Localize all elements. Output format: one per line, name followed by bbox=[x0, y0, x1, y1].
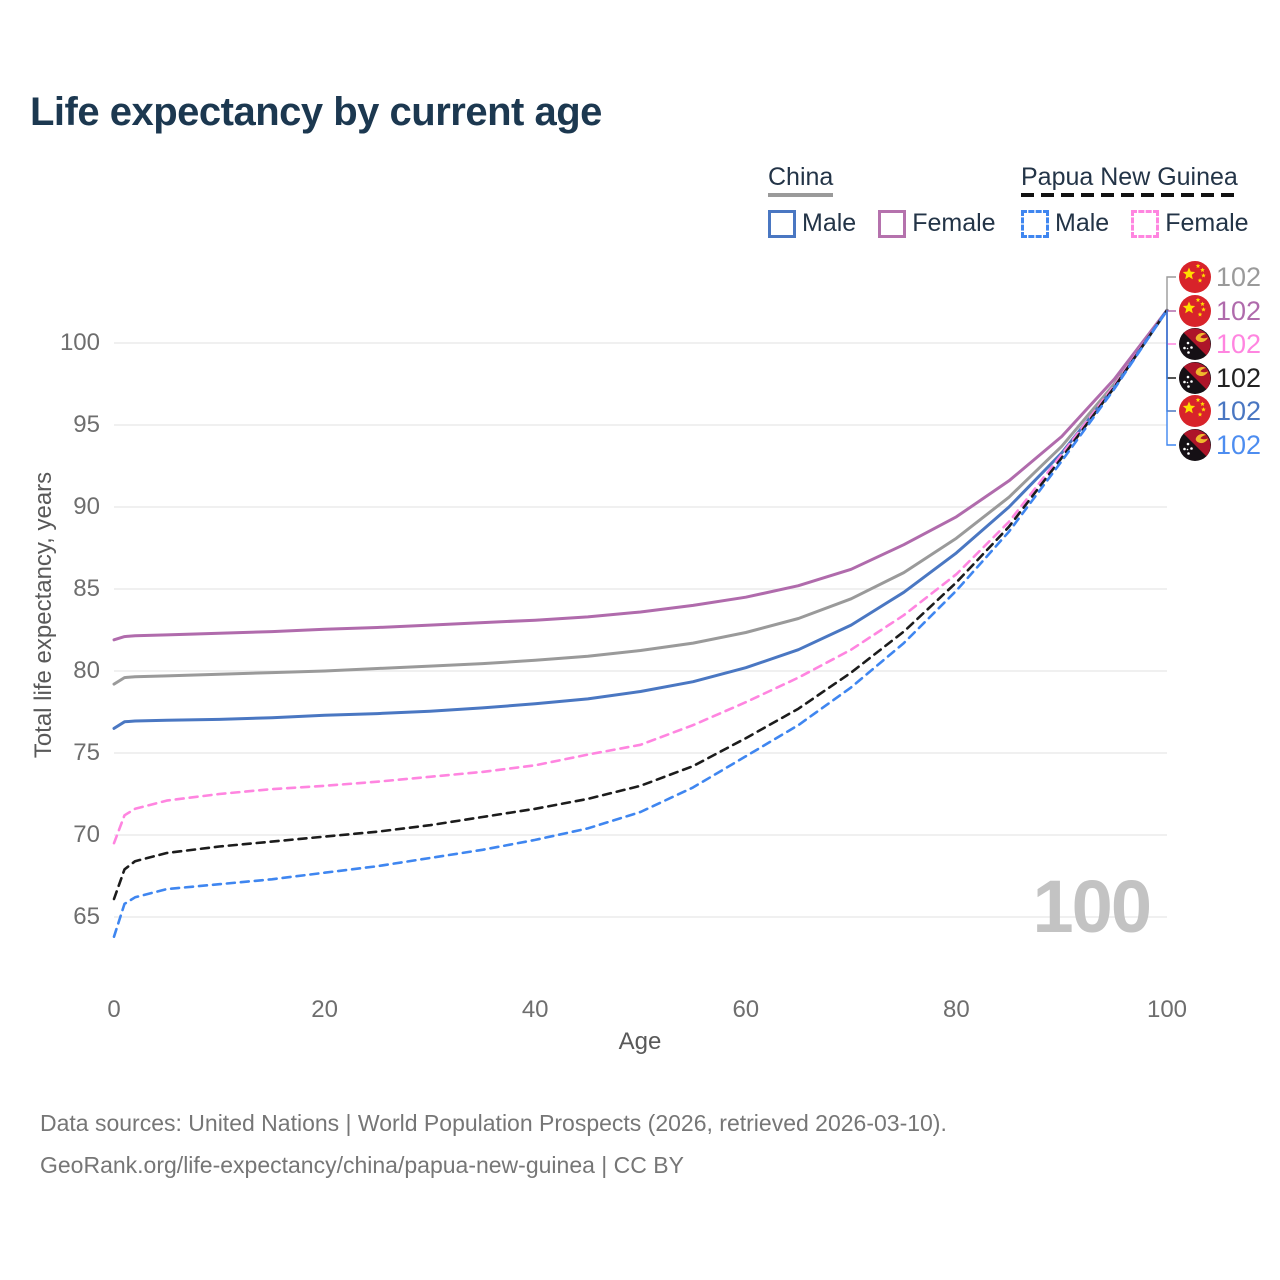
legend-label-png-female[interactable]: Female bbox=[1165, 209, 1249, 237]
x-tick-label: 40 bbox=[521, 996, 549, 1023]
papua-new-guinea-flag-icon bbox=[1179, 362, 1211, 394]
legend-png-dashed-line-sample bbox=[1021, 193, 1238, 197]
china-flag-icon bbox=[1179, 295, 1211, 327]
end-label-leader-line bbox=[1166, 310, 1176, 312]
series-line-papua-new-guinea-female[interactable] bbox=[112, 308, 1169, 845]
legend-swatch-china-male[interactable] bbox=[768, 209, 796, 238]
y-tick-label: 100 bbox=[59, 329, 100, 356]
footer-data-sources: Data sources: United Nations | World Pop… bbox=[40, 1110, 947, 1136]
y-tick-label: 70 bbox=[73, 821, 100, 848]
y-tick-label: 85 bbox=[73, 575, 100, 602]
legend-label-china-female[interactable]: Female bbox=[912, 209, 996, 237]
legend-china-solid-line-sample bbox=[768, 193, 834, 197]
page-title: Life expectancy by current age bbox=[30, 90, 602, 134]
end-value-label-papua-new-guinea-female[interactable]: 102 bbox=[1216, 329, 1261, 359]
series-line-china-total[interactable] bbox=[112, 308, 1169, 686]
legend-png-title: Papua New Guinea bbox=[1021, 163, 1238, 191]
legend-china-header: China bbox=[768, 163, 834, 200]
x-axis-title: Age bbox=[618, 1028, 662, 1055]
y-tick-label: 75 bbox=[73, 739, 100, 766]
y-tick-label: 80 bbox=[73, 657, 100, 684]
x-tick-label: 0 bbox=[107, 996, 121, 1023]
series-line-papua-new-guinea-male[interactable] bbox=[112, 308, 1169, 939]
papua-new-guinea-flag-icon bbox=[1179, 429, 1211, 461]
age-counter-watermark: 100 bbox=[1032, 865, 1152, 948]
end-value-label-papua-new-guinea-total[interactable]: 102 bbox=[1216, 363, 1261, 393]
legend-swatch-png-male[interactable] bbox=[1021, 209, 1049, 238]
y-axis-title: Total life expectancy, years bbox=[30, 471, 57, 759]
series-line-china-female[interactable] bbox=[112, 308, 1169, 642]
end-label-leader-line bbox=[1166, 276, 1176, 311]
china-flag-icon bbox=[1179, 395, 1211, 427]
series-line-china-male[interactable] bbox=[112, 308, 1169, 730]
legend-label-png-male[interactable]: Male bbox=[1055, 209, 1110, 237]
legend-png-header: Papua New Guinea bbox=[1021, 163, 1238, 200]
end-value-label-china-male[interactable]: 102 bbox=[1216, 396, 1261, 426]
legend-china-title: China bbox=[768, 163, 834, 191]
x-tick-label: 100 bbox=[1146, 996, 1188, 1023]
y-tick-label: 95 bbox=[73, 411, 100, 438]
china-flag-icon bbox=[1179, 261, 1211, 293]
legend-group-png: Papua New Guinea Male Female bbox=[1021, 163, 1265, 238]
legend-swatch-png-female[interactable] bbox=[1131, 209, 1160, 238]
legend-group-china: China Male Female bbox=[768, 163, 1012, 238]
end-value-label-papua-new-guinea-male[interactable]: 102 bbox=[1216, 430, 1261, 460]
end-label-leader-line bbox=[1166, 310, 1176, 446]
footer-attribution-link[interactable]: GeoRank.org/life-expectancy/china/papua-… bbox=[40, 1152, 684, 1178]
x-tick-label: 20 bbox=[311, 996, 338, 1023]
legend-label-china-male[interactable]: Male bbox=[802, 209, 857, 237]
y-tick-label: 90 bbox=[73, 493, 100, 520]
end-label-leader-line bbox=[1166, 310, 1176, 412]
papua-new-guinea-flag-icon bbox=[1179, 328, 1211, 360]
x-tick-label: 60 bbox=[732, 996, 760, 1023]
x-tick-label: 80 bbox=[943, 996, 970, 1023]
legend-swatch-china-female[interactable] bbox=[878, 209, 907, 238]
end-value-label-china-total[interactable]: 102 bbox=[1216, 262, 1261, 292]
series-line-papua-new-guinea-total[interactable] bbox=[112, 308, 1169, 901]
end-value-label-china-female[interactable]: 102 bbox=[1216, 296, 1261, 326]
end-label-leader-line bbox=[1166, 310, 1176, 345]
y-tick-label: 65 bbox=[73, 903, 100, 930]
